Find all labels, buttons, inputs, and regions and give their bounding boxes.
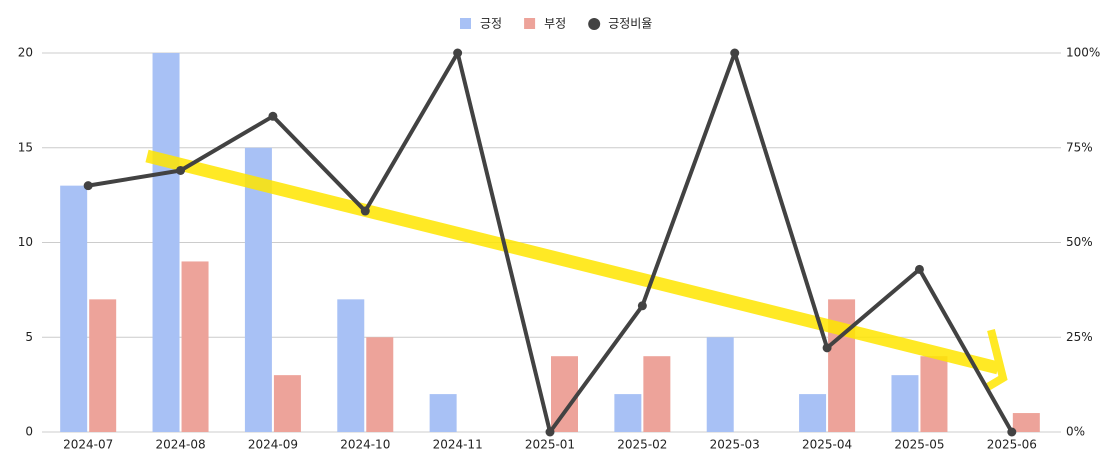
y-tick-label: 5	[25, 330, 33, 344]
bar	[891, 375, 919, 432]
bar	[706, 337, 734, 432]
arrow-shaft	[145, 149, 1000, 375]
trend-arrow	[145, 149, 1008, 392]
bar	[429, 394, 457, 432]
legend-swatch	[460, 18, 471, 29]
y2-tick-label: 25%	[1066, 330, 1093, 344]
y-tick-label: 10	[18, 235, 33, 249]
x-tick-label: 2024-08	[155, 438, 205, 452]
lines	[83, 48, 1017, 437]
bar	[60, 185, 88, 432]
legend-label: 부정	[544, 17, 566, 31]
legend-swatch	[524, 18, 536, 29]
x-tick-label: 2025-06	[987, 438, 1037, 452]
point	[83, 181, 93, 191]
point	[914, 264, 924, 274]
x-tick-label: 2025-03	[710, 438, 760, 452]
legend-label: 긍정	[480, 17, 502, 31]
bar	[244, 147, 272, 432]
bar	[273, 375, 301, 432]
legend-label: 긍정비율	[608, 17, 652, 31]
x-tick-label: 2025-05	[894, 438, 944, 452]
bar	[366, 337, 394, 432]
bar	[551, 356, 578, 432]
bar	[89, 299, 117, 432]
point	[637, 301, 647, 311]
bar	[920, 356, 948, 432]
y2-tick-label: 50%	[1066, 235, 1093, 249]
bar	[1012, 413, 1040, 432]
bar	[614, 394, 642, 432]
y2-tick-label: 100%	[1066, 46, 1100, 60]
y2-tick-label: 75%	[1066, 140, 1093, 154]
point	[545, 427, 555, 437]
x-tick-label: 2024-11	[433, 438, 483, 452]
point	[268, 111, 278, 121]
point	[1007, 427, 1017, 437]
x-tick-label: 2024-09	[248, 438, 298, 452]
bar	[152, 53, 180, 432]
point	[360, 206, 370, 216]
grid: 0 5 10 15 20 0% 25% 50% 75% 100% 2024-07 2024-08 202…	[18, 46, 1101, 452]
point	[453, 48, 463, 58]
legend: 긍정 부정 긍정비율	[460, 17, 652, 31]
bar	[181, 261, 209, 432]
bar	[643, 356, 671, 432]
bar	[799, 394, 827, 432]
y-tick-label: 0	[25, 425, 33, 439]
x-tick-label: 2025-04	[802, 438, 852, 452]
x-tick-label: 2024-07	[63, 438, 113, 452]
y-tick-label: 20	[18, 46, 33, 60]
bar	[828, 299, 856, 432]
point	[176, 165, 186, 175]
x-tick-label: 2025-02	[617, 438, 667, 452]
x-tick-label: 2024-10	[340, 438, 390, 452]
arrow-head	[983, 329, 1008, 392]
bar	[337, 299, 365, 432]
point	[730, 48, 740, 58]
legend-swatch	[588, 18, 601, 30]
y-tick-label: 15	[18, 140, 33, 154]
point	[822, 343, 832, 353]
x-tick-label: 2025-01	[525, 438, 575, 452]
y2-tick-label: 0%	[1066, 425, 1085, 439]
